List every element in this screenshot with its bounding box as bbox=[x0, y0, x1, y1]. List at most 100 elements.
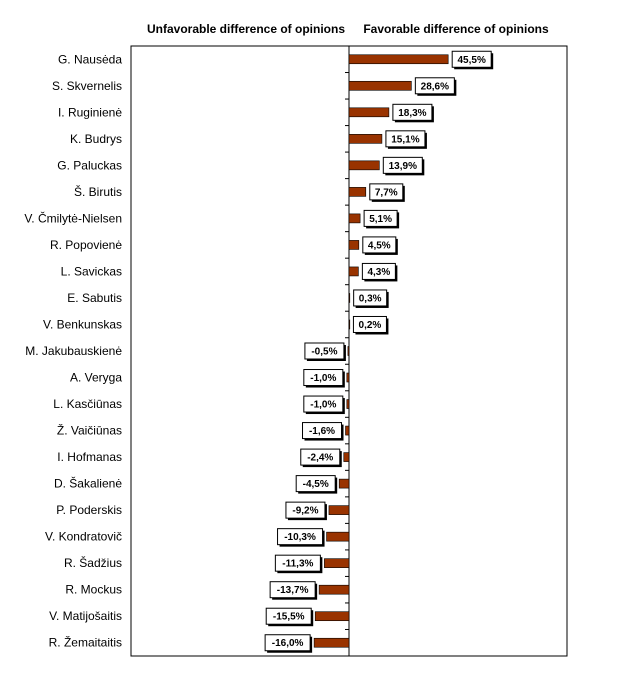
data-label-text: 13,9% bbox=[389, 161, 417, 172]
data-label: -2,4% bbox=[300, 448, 342, 468]
category-label: V. Kondratovič bbox=[45, 530, 122, 544]
data-label-text: 18,3% bbox=[398, 108, 426, 119]
data-label: 13,9% bbox=[382, 156, 425, 176]
data-label-text: -4,5% bbox=[303, 479, 329, 490]
bar bbox=[347, 346, 350, 356]
data-label-box bbox=[264, 634, 311, 652]
data-label: -1,0% bbox=[303, 369, 345, 388]
category-label: K. Budrys bbox=[70, 132, 122, 146]
bar bbox=[348, 240, 360, 250]
data-label: -9,2% bbox=[285, 501, 327, 521]
bar bbox=[313, 637, 350, 648]
category-label: A. Veryga bbox=[70, 371, 122, 385]
category-label: Š. Birutis bbox=[74, 184, 122, 199]
data-label-box bbox=[385, 130, 426, 148]
bar bbox=[324, 558, 350, 568]
data-label-text: -15,5% bbox=[273, 612, 305, 623]
bar bbox=[328, 505, 350, 515]
data-label-text: 0,2% bbox=[359, 320, 382, 331]
category-label: P. Poderskis bbox=[56, 503, 122, 517]
category-label: I. Ruginienė bbox=[58, 105, 122, 119]
data-label-text: 4,5% bbox=[368, 240, 391, 251]
bar bbox=[345, 425, 350, 436]
data-label: -1,6% bbox=[302, 422, 344, 441]
data-label: 0,2% bbox=[352, 315, 389, 335]
data-label: 0,3% bbox=[353, 289, 389, 308]
data-label-text: -1,6% bbox=[309, 426, 335, 437]
category-label: M. Jakubauskienė bbox=[25, 344, 122, 358]
data-label-box bbox=[295, 475, 336, 493]
data-label-box bbox=[392, 103, 433, 121]
category-label: R. Šadžius bbox=[64, 555, 122, 570]
data-label-box bbox=[302, 422, 343, 440]
data-label-box bbox=[277, 528, 324, 546]
data-label-text: 15,1% bbox=[391, 134, 419, 145]
bar bbox=[343, 452, 350, 462]
category-label: D. Šakalienė bbox=[54, 476, 122, 491]
data-label-text: -9,2% bbox=[292, 506, 318, 517]
data-label-box bbox=[274, 554, 321, 572]
data-label: -13,7% bbox=[269, 581, 318, 600]
data-label-box bbox=[362, 236, 397, 254]
data-label: 45,5% bbox=[451, 50, 494, 70]
bar bbox=[346, 372, 350, 383]
category-labels: G. Nausėda S. Skvernelis I. Ruginienė K. Bu… bbox=[24, 52, 122, 649]
category-label: G. Nausėda bbox=[58, 52, 122, 66]
data-label-text: 7,7% bbox=[375, 187, 398, 198]
category-label: S. Skvernelis bbox=[52, 79, 122, 93]
header-unfavorable: Unfavorable difference of opinions bbox=[147, 22, 345, 36]
data-label-box bbox=[353, 289, 388, 307]
data-label: -10,3% bbox=[277, 528, 325, 547]
data-label-box bbox=[300, 448, 341, 466]
data-label-box bbox=[363, 209, 398, 227]
data-label-text: 4,3% bbox=[367, 267, 390, 278]
data-label: -1,0% bbox=[303, 395, 345, 415]
data-labels: 45,5% 28,6% 18,3% 15,1% 13,9% 7,7% 5,1% 4,5% 4,3… bbox=[264, 50, 494, 653]
data-label-box bbox=[414, 77, 455, 95]
data-label-text: -2,4% bbox=[307, 453, 333, 464]
category-label: E. Sabutis bbox=[67, 291, 122, 305]
data-label-box bbox=[304, 342, 345, 360]
data-label-box bbox=[285, 501, 326, 519]
data-label: -0,5% bbox=[304, 342, 346, 361]
data-label-box bbox=[352, 315, 387, 333]
bar bbox=[348, 213, 361, 224]
data-label-box bbox=[269, 581, 316, 599]
category-label: V. Benkunskas bbox=[43, 317, 122, 331]
bar bbox=[338, 478, 350, 489]
bar bbox=[318, 584, 350, 595]
category-label: I. Hofmanas bbox=[57, 450, 122, 464]
data-label: -11,3% bbox=[274, 554, 323, 574]
data-label-text: -1,0% bbox=[310, 400, 336, 411]
bar bbox=[348, 319, 351, 330]
bar bbox=[346, 399, 350, 409]
category-label: R. Popovienė bbox=[50, 238, 122, 252]
bars bbox=[313, 54, 449, 648]
data-label: -16,0% bbox=[264, 634, 313, 653]
data-label: 4,3% bbox=[361, 262, 398, 282]
data-label-text: -16,0% bbox=[272, 638, 304, 649]
data-label-text: 45,5% bbox=[458, 55, 486, 66]
data-label-box bbox=[303, 395, 344, 413]
bar bbox=[348, 107, 390, 118]
data-label: 4,5% bbox=[362, 236, 398, 255]
header-favorable: Favorable difference of opinions bbox=[363, 22, 549, 36]
bar bbox=[348, 134, 383, 144]
data-label: 5,1% bbox=[363, 209, 400, 229]
data-label-text: 5,1% bbox=[369, 214, 392, 225]
bar bbox=[348, 187, 367, 197]
category-label: Ž. Vaičiūnas bbox=[57, 423, 122, 438]
data-label-box bbox=[451, 50, 492, 68]
category-label: R. Mockus bbox=[65, 583, 122, 597]
bar bbox=[348, 293, 351, 303]
bar bbox=[326, 531, 350, 542]
data-label: 7,7% bbox=[369, 183, 405, 202]
data-label-text: -11,3% bbox=[282, 559, 313, 570]
data-label: -4,5% bbox=[295, 475, 338, 494]
data-label-box bbox=[361, 262, 396, 280]
data-label-box bbox=[303, 369, 344, 387]
category-label: R. Žemaitaitis bbox=[49, 635, 122, 650]
data-label: -15,5% bbox=[265, 607, 314, 627]
bar bbox=[348, 266, 359, 277]
